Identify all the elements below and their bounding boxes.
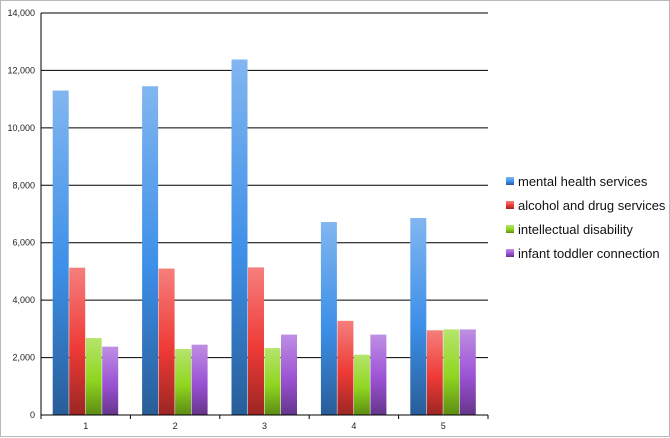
y-tick-label: 6,000: [12, 238, 35, 248]
bar-alcohol-and-drug-services-1: [69, 267, 86, 415]
x-tick-label: 4: [351, 421, 356, 431]
bar-infant-toddler-connection-4: [370, 334, 387, 415]
legend-swatch: [506, 177, 514, 185]
bar-intellectual-disability-3: [264, 348, 281, 415]
y-tick-label: 14,000: [7, 8, 35, 18]
bar-intellectual-disability-2: [175, 348, 192, 415]
bar-infant-toddler-connection-2: [191, 344, 208, 415]
legend-label: mental health services: [518, 174, 648, 189]
legend-label: intellectual disability: [518, 222, 633, 237]
bar-intellectual-disability-5: [443, 329, 460, 415]
bar-mental-health-services-4: [320, 222, 337, 415]
bar-mental-health-services-5: [410, 218, 427, 415]
x-tick-label: 3: [262, 421, 267, 431]
bar-alcohol-and-drug-services-5: [426, 330, 443, 415]
bar-alcohol-and-drug-services-3: [248, 267, 264, 415]
axes: 0 2,000 4,000 6,000 8,000 10,000 12,000 14,000 1…: [7, 8, 489, 431]
x-tick-label: 2: [173, 421, 178, 431]
y-tick-label: 0: [30, 410, 35, 420]
x-tick-label: 1: [83, 421, 88, 431]
bar-mental-health-services-3: [231, 59, 248, 415]
legend-label: alcohol and drug services: [518, 198, 666, 213]
bar-alcohol-and-drug-services-2: [158, 268, 175, 415]
bar-mental-health-services-1: [52, 90, 69, 416]
bar-infant-toddler-connection-3: [281, 334, 297, 415]
bars: [52, 59, 476, 416]
legend-label: infant toddler connection: [518, 246, 660, 261]
bar-infant-toddler-connection-5: [459, 329, 476, 415]
y-tick-label: 2,000: [12, 353, 35, 363]
legend-swatch: [506, 225, 514, 233]
bar-mental-health-services-2: [142, 86, 159, 415]
bar-infant-toddler-connection-1: [102, 346, 119, 415]
bar-intellectual-disability-4: [353, 354, 370, 415]
x-tick-label: 5: [441, 421, 446, 431]
legend-swatch: [506, 249, 514, 257]
y-tick-label: 8,000: [12, 180, 35, 190]
legend-swatch: [506, 201, 514, 209]
y-tick-label: 4,000: [12, 295, 35, 305]
bar-alcohol-and-drug-services-4: [337, 320, 354, 415]
y-tick-label: 10,000: [7, 123, 35, 133]
bar-intellectual-disability-1: [85, 338, 102, 415]
legend: mental health services alcohol and drug s…: [506, 174, 666, 261]
y-tick-label: 12,000: [7, 65, 35, 75]
